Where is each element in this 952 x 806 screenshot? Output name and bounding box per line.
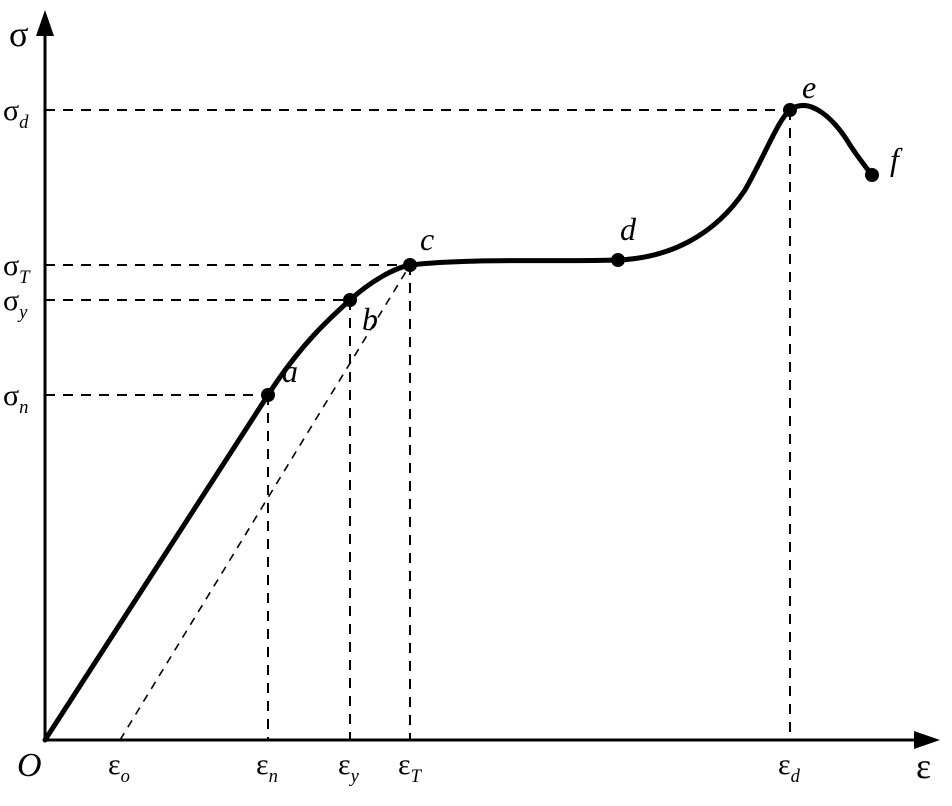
point-c <box>403 258 417 272</box>
curve-path <box>45 105 872 740</box>
guide-lines <box>45 110 790 740</box>
y-tick-sigma_y: σy <box>3 284 28 323</box>
point-f <box>865 168 879 182</box>
x-tick-labels: εo εn εyεT εd <box>108 748 801 787</box>
origin-label: O <box>17 747 42 784</box>
point-label-e: e <box>802 69 816 105</box>
y-tick-sigma_T: σT <box>3 249 31 288</box>
y-tick-sigma_n: σn <box>3 379 28 418</box>
x-tick-eps_n: εn <box>256 748 278 787</box>
point-label-f: f <box>890 141 903 177</box>
x-tick-eps_d: εd <box>778 748 801 787</box>
axis-labels: σ ε O <box>9 14 931 786</box>
y-axis-label: σ <box>9 14 28 54</box>
point-label-d: d <box>620 211 637 247</box>
point-d <box>611 253 625 267</box>
point-label-c: c <box>420 221 434 257</box>
point-e <box>783 103 797 117</box>
axes <box>36 10 940 749</box>
y-tick-labels: σn σyσT σd <box>3 94 31 418</box>
point-label-a: a <box>282 353 298 389</box>
x-tick-eps_o: εo <box>108 748 130 787</box>
point-b <box>343 293 357 307</box>
x-tick-eps_y: εy <box>338 748 360 787</box>
y-tick-sigma_d: σd <box>3 94 29 133</box>
x-axis-label: ε <box>916 746 931 786</box>
stress-strain-diagram: a b c d e f σn σyσT σd εo εn εyεT εd σ ε O <box>0 0 952 806</box>
x-tick-eps_T: εT <box>398 748 423 787</box>
stress-strain-curve <box>45 105 872 740</box>
point-label-b: b <box>362 301 378 337</box>
point-a <box>261 388 275 402</box>
